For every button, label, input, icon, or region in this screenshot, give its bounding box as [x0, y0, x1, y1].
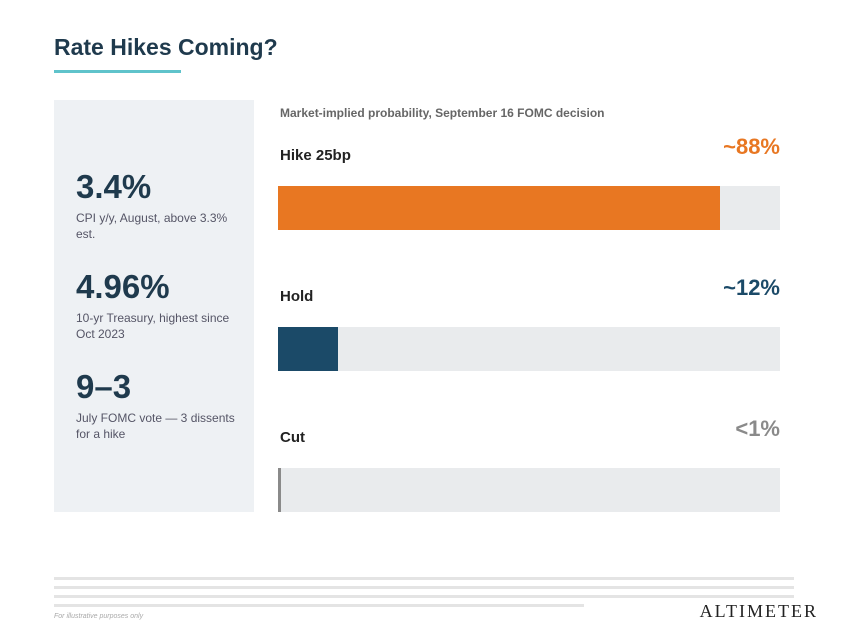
value-label: <1% — [735, 416, 780, 441]
footnote-line — [54, 604, 584, 607]
stat-label: CPI y/y, August, above 3.3% est. — [76, 211, 228, 241]
bar — [278, 327, 339, 371]
value-label: ~88% — [723, 134, 780, 159]
logo: ALTIMETER — [699, 601, 818, 621]
bar-track — [278, 186, 780, 230]
stat-label: 10-yr Treasury, highest since Oct 2023 — [76, 311, 230, 341]
category-label: Hold — [280, 288, 314, 305]
stat-value: 4.96% — [76, 268, 170, 305]
stat-value: 9–3 — [76, 368, 132, 405]
footnote: For illustrative purposes only — [54, 613, 144, 620]
footnote-line — [54, 577, 794, 580]
bar — [278, 468, 281, 512]
bar — [278, 186, 720, 230]
bar-track — [278, 468, 780, 512]
stat-label: July FOMC vote — 3 dissents for a hike — [76, 411, 235, 441]
bar-track — [278, 327, 780, 371]
value-label: ~12% — [723, 275, 780, 300]
title: Rate Hikes Coming? — [54, 34, 278, 60]
category-label: Cut — [280, 429, 305, 446]
stats-panel — [54, 100, 254, 512]
category-label: Hike 25bp — [280, 147, 351, 164]
footnote-line — [54, 586, 794, 589]
title-underline — [54, 70, 181, 73]
footnote-line — [54, 595, 794, 598]
chart-title: Market-implied probability, September 16… — [280, 106, 605, 120]
stat-value: 3.4% — [76, 168, 152, 205]
